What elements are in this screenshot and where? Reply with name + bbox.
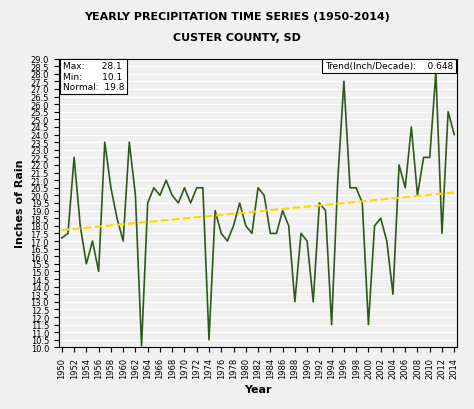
Text: Trend(Inch/Decade):    0.648: Trend(Inch/Decade): 0.648	[325, 62, 453, 71]
X-axis label: Year: Year	[244, 384, 272, 394]
Text: Max:      28.1
Min:       10.1
Normal:  19.8: Max: 28.1 Min: 10.1 Normal: 19.8	[63, 62, 124, 92]
Text: CUSTER COUNTY, SD: CUSTER COUNTY, SD	[173, 33, 301, 43]
Y-axis label: Inches of Rain: Inches of Rain	[15, 160, 25, 247]
Text: YEARLY PRECIPITATION TIME SERIES (1950-2014): YEARLY PRECIPITATION TIME SERIES (1950-2…	[84, 12, 390, 22]
